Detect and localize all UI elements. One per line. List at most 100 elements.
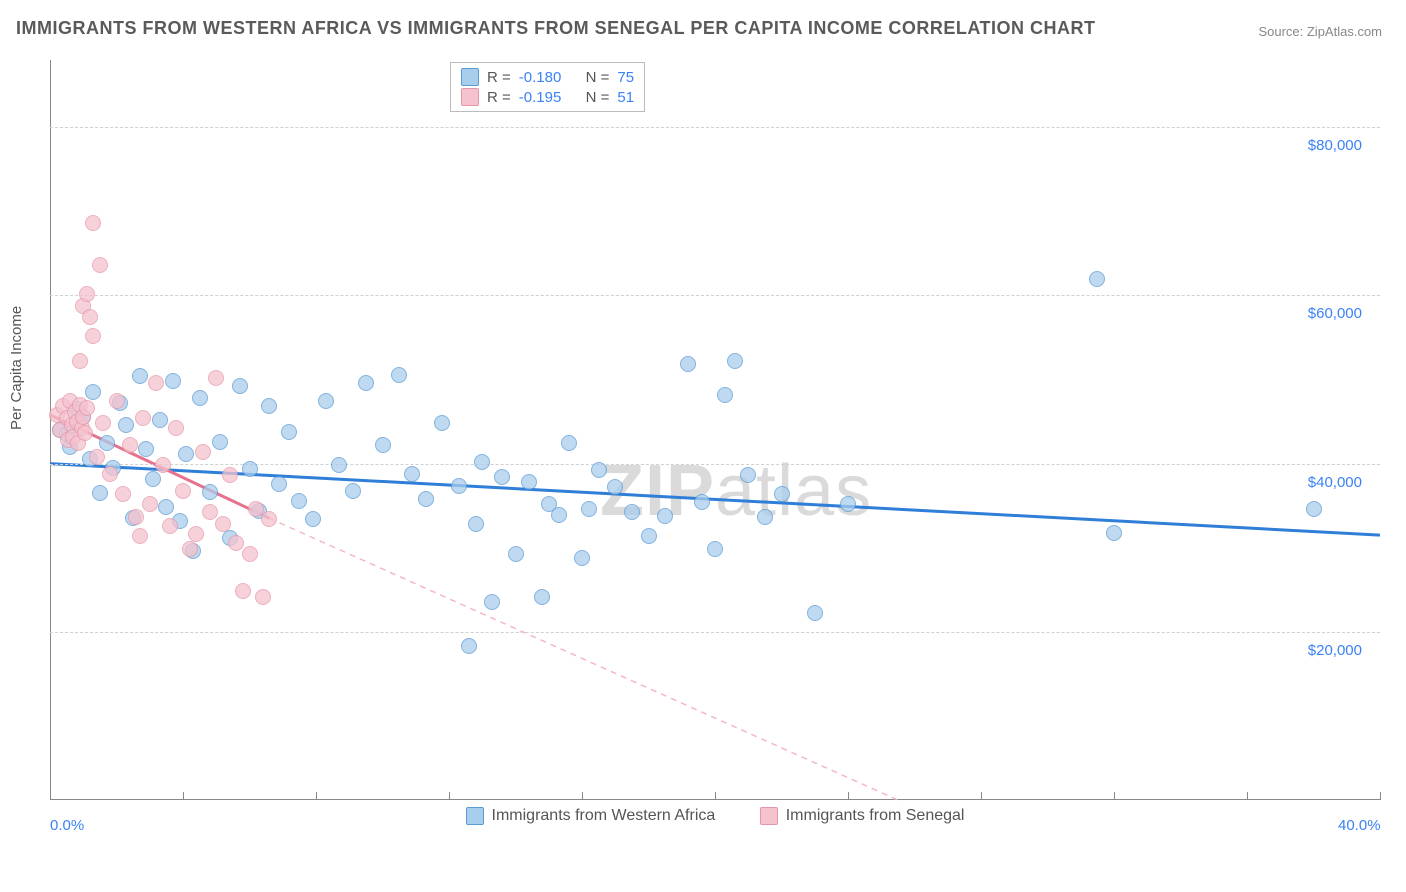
scatter-point (82, 309, 98, 325)
chart-title: IMMIGRANTS FROM WESTERN AFRICA VS IMMIGR… (16, 18, 1095, 39)
scatter-point (145, 471, 161, 487)
scatter-point (109, 393, 125, 409)
scatter-point (222, 467, 238, 483)
scatter-point (305, 511, 321, 527)
scatter-point (175, 483, 191, 499)
scatter-point (1106, 525, 1122, 541)
gridline (50, 295, 1380, 296)
scatter-point (551, 507, 567, 523)
scatter-point (178, 446, 194, 462)
x-tick-mark (582, 792, 583, 800)
scatter-point (534, 589, 550, 605)
x-tick-mark (715, 792, 716, 800)
scatter-point (717, 387, 733, 403)
x-tick-label: 0.0% (50, 817, 84, 834)
scatter-point (168, 420, 184, 436)
legend-item-1: Immigrants from Western Africa (466, 807, 716, 825)
scatter-point (680, 356, 696, 372)
scatter-point (774, 486, 790, 502)
scatter-point (79, 286, 95, 302)
scatter-point (228, 535, 244, 551)
x-tick-mark (848, 792, 849, 800)
scatter-point (574, 550, 590, 566)
scatter-point (461, 638, 477, 654)
legend-r-value-1: -0.180 (519, 69, 562, 86)
scatter-point (624, 504, 640, 520)
scatter-point (242, 461, 258, 477)
scatter-point (1089, 271, 1105, 287)
scatter-point (494, 469, 510, 485)
legend-swatch-bottom-2 (760, 807, 778, 825)
scatter-point (202, 504, 218, 520)
gridline (50, 632, 1380, 633)
scatter-point (255, 589, 271, 605)
legend-swatch-1 (461, 68, 479, 86)
scatter-point (232, 378, 248, 394)
scatter-point (77, 425, 93, 441)
y-tick-label: $80,000 (1308, 137, 1362, 154)
scatter-point (99, 435, 115, 451)
x-tick-mark (183, 792, 184, 800)
scatter-point (345, 483, 361, 499)
scatter-point (128, 509, 144, 525)
scatter-point (208, 370, 224, 386)
legend-n-value-2: 51 (617, 89, 634, 106)
scatter-point (195, 444, 211, 460)
gridline (50, 127, 1380, 128)
legend-n-value-1: 75 (617, 69, 634, 86)
x-tick-mark (449, 792, 450, 800)
scatter-point (215, 516, 231, 532)
scatter-point (468, 516, 484, 532)
legend-series: Immigrants from Western Africa Immigrant… (50, 807, 1380, 830)
legend-correlation: R = -0.180 N = 75 R = -0.195 N = 51 (450, 62, 645, 112)
legend-swatch-bottom-1 (466, 807, 484, 825)
scatter-point (122, 437, 138, 453)
scatter-point (132, 368, 148, 384)
legend-r-label: R = (487, 89, 511, 106)
x-tick-mark (50, 792, 51, 800)
legend-r-value-2: -0.195 (519, 89, 562, 106)
scatter-point (85, 328, 101, 344)
scatter-point (607, 479, 623, 495)
scatter-point (1306, 501, 1322, 517)
scatter-point (694, 494, 710, 510)
x-tick-mark (1247, 792, 1248, 800)
scatter-point (281, 424, 297, 440)
y-tick-label: $40,000 (1308, 474, 1362, 491)
scatter-point (657, 508, 673, 524)
legend-row-series2: R = -0.195 N = 51 (461, 87, 634, 107)
scatter-point (591, 462, 607, 478)
scatter-point (212, 434, 228, 450)
scatter-point (291, 493, 307, 509)
scatter-point (182, 541, 198, 557)
legend-label-2: Immigrants from Senegal (786, 807, 965, 825)
scatter-point (89, 449, 105, 465)
scatter-point (474, 454, 490, 470)
chart-plot-area: ZIPatlas R = -0.180 N = 75 R = -0.195 N … (50, 60, 1380, 830)
scatter-point (115, 486, 131, 502)
legend-swatch-2 (461, 88, 479, 106)
x-tick-label: 40.0% (1338, 817, 1381, 834)
scatter-point (85, 215, 101, 231)
legend-item-2: Immigrants from Senegal (760, 807, 965, 825)
x-tick-mark (1114, 792, 1115, 800)
scatter-point (85, 384, 101, 400)
scatter-point (727, 353, 743, 369)
chart-svg-layer (50, 60, 1380, 830)
scatter-point (391, 367, 407, 383)
scatter-point (242, 546, 258, 562)
scatter-point (118, 417, 134, 433)
legend-n-label: N = (586, 69, 610, 86)
scatter-point (79, 400, 95, 416)
scatter-point (261, 398, 277, 414)
x-tick-mark (316, 792, 317, 800)
scatter-point (404, 466, 420, 482)
x-tick-mark (981, 792, 982, 800)
legend-n-label: N = (586, 89, 610, 106)
y-axis-line (50, 60, 51, 800)
scatter-point (840, 496, 856, 512)
scatter-point (740, 467, 756, 483)
scatter-point (434, 415, 450, 431)
scatter-point (318, 393, 334, 409)
x-tick-mark (1380, 792, 1381, 800)
